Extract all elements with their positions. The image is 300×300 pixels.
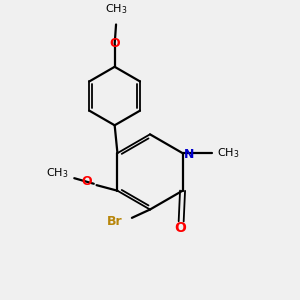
Text: O: O	[175, 221, 187, 235]
Text: O: O	[81, 175, 92, 188]
Text: Br: Br	[106, 215, 122, 228]
Text: N: N	[184, 148, 194, 161]
Text: CH$_3$: CH$_3$	[105, 2, 127, 16]
Text: O: O	[109, 37, 120, 50]
Text: CH$_3$: CH$_3$	[217, 146, 239, 160]
Text: CH$_3$: CH$_3$	[46, 166, 68, 179]
